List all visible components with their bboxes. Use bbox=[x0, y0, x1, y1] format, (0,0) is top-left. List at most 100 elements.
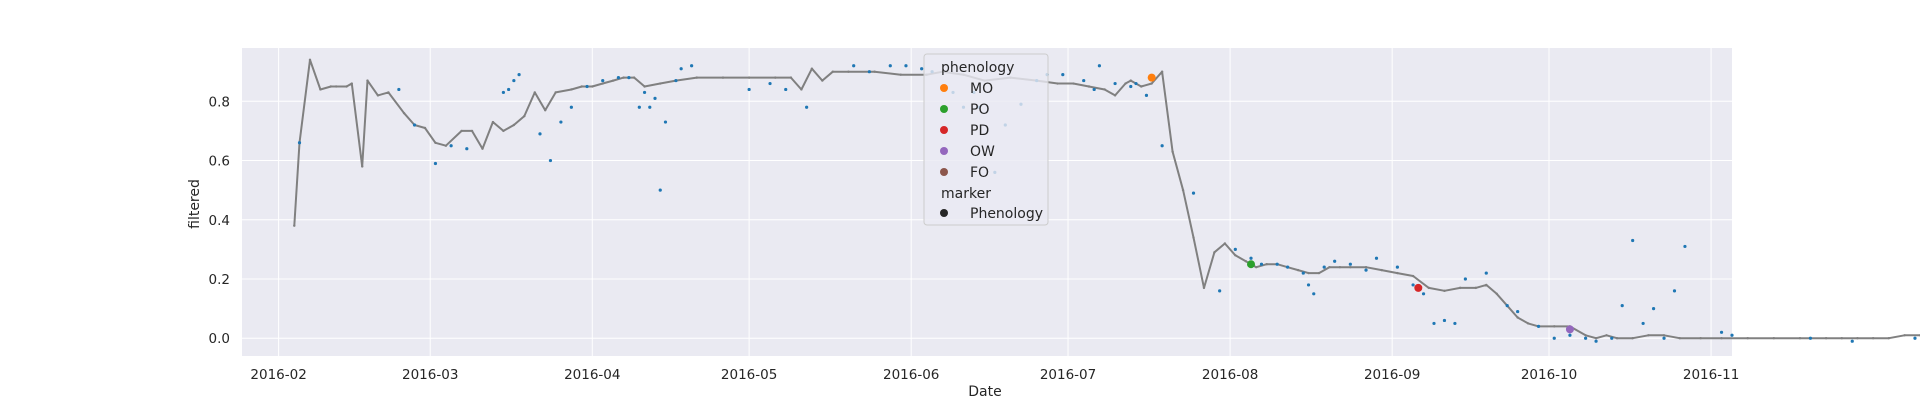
x-tick-label: 2016-08 bbox=[1202, 367, 1258, 383]
raw-point bbox=[1683, 244, 1687, 249]
raw-point bbox=[1233, 247, 1237, 251]
raw-point bbox=[1421, 292, 1426, 296]
raw-point bbox=[642, 90, 647, 95]
line-point bbox=[1171, 150, 1174, 153]
raw-point bbox=[663, 120, 668, 124]
line-point bbox=[643, 85, 646, 88]
raw-point bbox=[433, 161, 438, 166]
line-point bbox=[1720, 337, 1723, 340]
line-point bbox=[1223, 242, 1227, 245]
line-point bbox=[695, 76, 699, 79]
raw-point bbox=[397, 87, 401, 92]
raw-point bbox=[1453, 321, 1457, 326]
line-point bbox=[361, 165, 364, 168]
line-point bbox=[1244, 260, 1247, 263]
line-point bbox=[1615, 337, 1619, 340]
raw-point bbox=[1275, 262, 1279, 266]
x-axis-ticks: 2016-02 2016-03 2016-04 2016-05 2016-06 2016-… bbox=[250, 367, 1739, 383]
x-tick-label: 2016-10 bbox=[1521, 367, 1577, 383]
raw-point bbox=[1348, 262, 1352, 266]
raw-point bbox=[1312, 292, 1316, 296]
raw-point bbox=[449, 144, 453, 148]
line-point bbox=[491, 120, 495, 124]
x-tick-label: 2016-03 bbox=[402, 367, 458, 383]
raw-point bbox=[1092, 87, 1096, 92]
line-point bbox=[601, 82, 604, 85]
line-point bbox=[1824, 337, 1828, 340]
line-point bbox=[481, 147, 484, 150]
line-point bbox=[1307, 271, 1310, 275]
line-point bbox=[1871, 337, 1875, 340]
line-point bbox=[622, 76, 625, 79]
line-point bbox=[1856, 337, 1859, 340]
line-point bbox=[774, 76, 777, 79]
line-point bbox=[1526, 322, 1530, 325]
raw-point bbox=[1395, 265, 1400, 269]
line-point bbox=[1124, 82, 1127, 85]
phenology-points bbox=[1147, 73, 1574, 334]
raw-point bbox=[1719, 330, 1724, 334]
line-point bbox=[1113, 94, 1117, 97]
line-point bbox=[721, 76, 725, 79]
line-point bbox=[1662, 334, 1666, 337]
raw-point bbox=[1631, 238, 1635, 243]
raw-point bbox=[1160, 144, 1164, 148]
raw-point bbox=[1536, 324, 1541, 328]
raw-point bbox=[1306, 283, 1311, 287]
raw-point bbox=[1505, 304, 1509, 308]
raw-point bbox=[1850, 339, 1854, 343]
raw-point bbox=[852, 64, 856, 68]
raw-point bbox=[1651, 307, 1656, 311]
raw-point bbox=[888, 64, 892, 68]
raw-point bbox=[465, 147, 469, 151]
x-tick-label: 2016-04 bbox=[564, 367, 620, 383]
x-tick-label: 2016-06 bbox=[883, 367, 939, 383]
line-point bbox=[1746, 337, 1749, 340]
raw-point bbox=[653, 96, 657, 100]
line-point bbox=[1192, 236, 1195, 239]
x-axis-label: Date bbox=[968, 384, 1001, 400]
raw-point bbox=[1191, 191, 1196, 195]
line-point bbox=[821, 79, 824, 82]
line-point bbox=[659, 82, 662, 85]
line-point bbox=[502, 129, 505, 133]
line-point bbox=[1129, 79, 1132, 82]
raw-point bbox=[658, 188, 662, 192]
legend-dot-pd bbox=[940, 126, 948, 134]
line-point bbox=[1594, 337, 1598, 340]
raw-point bbox=[1061, 73, 1065, 77]
raw-point bbox=[517, 73, 521, 77]
raw-point bbox=[1442, 318, 1447, 323]
phenology-point-mo bbox=[1147, 73, 1156, 82]
line-point bbox=[800, 88, 803, 91]
line-point bbox=[570, 88, 573, 91]
raw-point bbox=[784, 87, 788, 92]
raw-point bbox=[559, 120, 563, 124]
raw-point bbox=[1129, 84, 1133, 89]
raw-point bbox=[867, 70, 871, 74]
y-tick-label: 0.2 bbox=[209, 272, 230, 288]
line-point bbox=[1255, 265, 1258, 269]
raw-point bbox=[1568, 333, 1572, 337]
raw-point bbox=[1411, 283, 1415, 287]
raw-point bbox=[512, 78, 516, 83]
legend-dot-mo bbox=[940, 84, 948, 92]
line-point bbox=[1072, 82, 1075, 85]
raw-point bbox=[637, 105, 641, 109]
filtered-line-series bbox=[293, 58, 1920, 340]
line-point bbox=[1087, 85, 1091, 88]
line-point bbox=[1647, 334, 1650, 337]
raw-point bbox=[1364, 268, 1368, 272]
raw-point bbox=[538, 132, 542, 136]
raw-point bbox=[904, 64, 908, 68]
line-point bbox=[1887, 337, 1891, 340]
phenology-point-po bbox=[1247, 260, 1256, 269]
line-point bbox=[308, 58, 312, 62]
raw-point bbox=[648, 105, 652, 109]
line-point bbox=[1903, 334, 1906, 337]
raw-point bbox=[747, 87, 751, 92]
raw-point bbox=[1333, 259, 1337, 263]
raw-point bbox=[1249, 256, 1253, 260]
raw-point bbox=[1463, 277, 1467, 281]
line-point bbox=[1140, 85, 1143, 88]
